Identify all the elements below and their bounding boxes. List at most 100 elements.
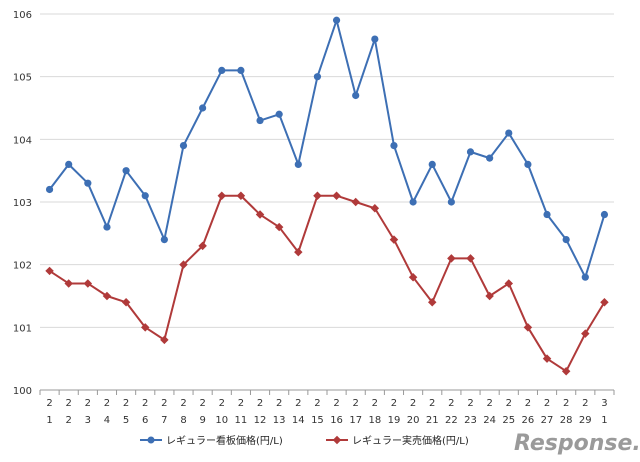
data-point [102, 291, 112, 301]
data-point [389, 235, 399, 244]
x-tick-day: 1 [46, 415, 52, 426]
x-tick-day: 6 [142, 415, 148, 426]
data-point [218, 66, 226, 74]
data-point [409, 198, 417, 206]
data-point [581, 273, 589, 281]
data-point [103, 223, 111, 231]
y-tick-103: 103 [13, 198, 32, 209]
data-point [561, 366, 571, 376]
data-point [256, 116, 264, 125]
x-tick-month: 2 [582, 398, 588, 409]
x-tick-day: 25 [502, 415, 515, 426]
x-tick-month: 2 [448, 398, 454, 409]
x-tick-month: 2 [506, 398, 512, 409]
data-point [351, 197, 360, 207]
x-tick-month: 2 [391, 398, 397, 409]
x-tick-month: 2 [372, 398, 378, 409]
data-point [581, 329, 590, 338]
x-tick-day: 17 [349, 415, 362, 426]
data-point [370, 204, 380, 213]
x-tick-day: 12 [254, 415, 267, 426]
data-point [523, 323, 533, 332]
x-tick-month: 2 [467, 398, 473, 409]
x-tick-month: 2 [563, 398, 569, 409]
data-point [542, 354, 552, 363]
x-tick-month: 2 [314, 398, 320, 409]
data-point [447, 198, 455, 206]
data-point [485, 291, 494, 301]
legend: レギュラー看板価格(円/L) レギュラー実売価格(円/L) [140, 434, 469, 447]
data-point [179, 142, 188, 150]
legend-marker-actual-price [332, 435, 342, 445]
x-tick-day: 2 [66, 415, 72, 426]
data-point [65, 160, 73, 168]
x-tick-month: 2 [295, 398, 301, 409]
x-tick-month: 2 [276, 398, 282, 409]
x-tick-day: 14 [292, 415, 305, 426]
x-tick-month: 2 [238, 398, 244, 409]
data-point [427, 298, 437, 307]
data-point [524, 160, 532, 168]
x-tick-month: 2 [180, 398, 186, 409]
x-tick-month: 2 [85, 398, 91, 409]
x-tick-month: 3 [601, 398, 607, 409]
x-tick-month: 2 [525, 398, 531, 409]
data-point [121, 298, 131, 307]
data-point [504, 279, 514, 288]
data-point [352, 91, 360, 100]
data-point [428, 160, 436, 168]
x-tick-day: 20 [407, 415, 420, 426]
data-point [160, 335, 169, 345]
x-tick-day: 16 [330, 415, 343, 426]
data-point [275, 110, 283, 118]
x-tick-day: 29 [579, 415, 592, 426]
x-tick-month: 2 [410, 398, 416, 409]
x-tick-day: 9 [199, 415, 205, 426]
data-point [600, 210, 609, 219]
data-point [332, 191, 341, 200]
data-point [45, 185, 54, 194]
x-tick-month: 2 [123, 398, 129, 409]
series-list-price [45, 16, 609, 281]
x-tick-day: 3 [85, 415, 91, 426]
data-point [198, 241, 207, 251]
x-tick-day: 11 [235, 415, 248, 426]
data-point [505, 129, 513, 137]
x-tick-month: 2 [46, 398, 52, 409]
x-tick-day: 28 [560, 415, 573, 426]
x-tick-month: 2 [257, 398, 263, 409]
data-point [543, 210, 551, 219]
x-tick-day: 1 [601, 415, 607, 426]
data-point [600, 298, 609, 307]
y-tick-101: 101 [13, 323, 32, 334]
watermark-text: Response. [514, 431, 640, 456]
x-tick-day: 27 [541, 415, 554, 426]
data-point [274, 222, 284, 232]
data-point [83, 279, 93, 288]
series-layer [45, 16, 609, 376]
x-tick-month: 2 [429, 398, 435, 409]
series-line [48, 19, 606, 279]
x-tick-month: 2 [219, 398, 225, 409]
x-tick-month: 2 [486, 398, 492, 409]
data-point [408, 272, 418, 282]
data-point [294, 247, 303, 257]
x-tick-day: 19 [388, 415, 401, 426]
x-tick-day: 10 [215, 415, 228, 426]
x-tick-day: 26 [522, 415, 535, 426]
x-tick-month: 2 [199, 398, 205, 409]
data-point [217, 191, 227, 200]
data-point [45, 266, 54, 276]
x-tick-day: 4 [104, 415, 110, 426]
legend-item-actual-price: レギュラー実売価格(円/L) [326, 434, 469, 447]
x-tick-month: 2 [142, 398, 148, 409]
data-point [486, 154, 494, 162]
x-tick-day: 13 [273, 415, 286, 426]
data-point [236, 191, 246, 200]
y-tick-102: 102 [13, 261, 32, 272]
data-point [141, 192, 149, 200]
data-point [122, 167, 130, 175]
x-tick-day: 8 [180, 415, 186, 426]
legend-item-list-price: レギュラー看板価格(円/L) [140, 434, 283, 447]
